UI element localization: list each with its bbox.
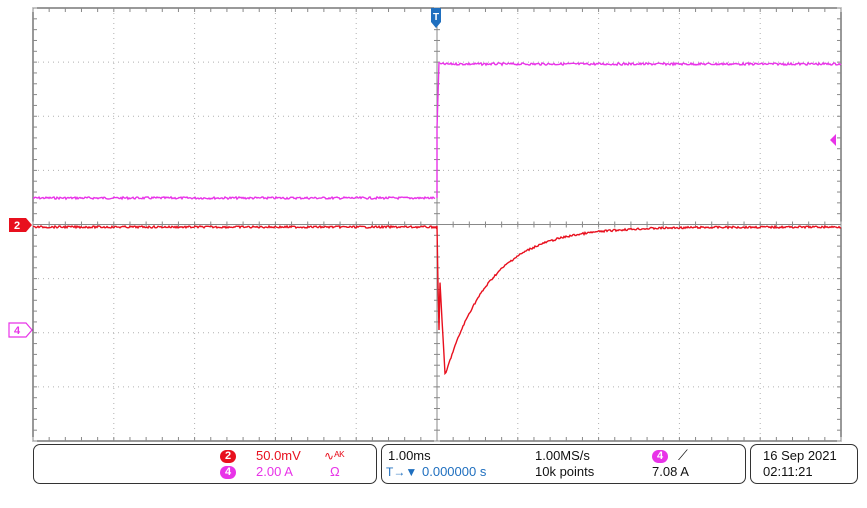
ch2-waveform — [33, 224, 842, 376]
ch4-ground-marker[interactable]: 4 — [8, 322, 33, 338]
ch4-marker-label: 4 — [14, 325, 21, 337]
horizontal-scale[interactable]: 1.00ms — [388, 448, 431, 463]
ch2-scale[interactable]: 50.0mV — [256, 448, 301, 463]
trigger-level-arrow[interactable] — [830, 134, 836, 146]
sample-rate: 1.00MS/s — [535, 448, 590, 463]
ch4-waveform — [32, 61, 842, 201]
bw-limit-icon: ∿ᴬᴷ — [324, 449, 345, 463]
waveform-traces — [32, 61, 842, 376]
clock-panel: 16 Sep 2021 02:11:21 — [750, 444, 858, 484]
record-length[interactable]: 10k points — [535, 464, 595, 479]
trigger-position-value[interactable]: 0.000000 s — [422, 464, 487, 479]
trigger-level[interactable]: 7.08 A — [652, 464, 689, 479]
ch2-ground-marker[interactable]: 2 — [9, 218, 32, 232]
date-display: 16 Sep 2021 — [763, 448, 837, 463]
graticule-grid — [32, 7, 842, 442]
trigger-source-badge[interactable]: 4 — [652, 450, 668, 463]
rising-edge-icon: ⟋ — [678, 447, 688, 463]
trigger-marker-label: T — [433, 12, 439, 23]
ohm-icon: Ω — [330, 464, 340, 479]
trigger-position-marker[interactable]: T — [431, 8, 441, 28]
time-display: 02:11:21 — [763, 464, 813, 479]
trigger-position-icon: T→▼ — [386, 465, 418, 479]
ch2-badge[interactable]: 2 — [220, 450, 236, 463]
ch4-badge[interactable]: 4 — [220, 466, 236, 479]
ch4-scale[interactable]: 2.00 A — [256, 464, 293, 479]
ch2-marker-label: 2 — [14, 220, 20, 232]
timebase-trigger-panel: 1.00ms T→▼ 0.000000 s 1.00MS/s 10k point… — [381, 444, 746, 484]
channel-scale-panel: 2 50.0mV ∿ᴬᴷ 4 2.00 A Ω — [33, 444, 377, 484]
